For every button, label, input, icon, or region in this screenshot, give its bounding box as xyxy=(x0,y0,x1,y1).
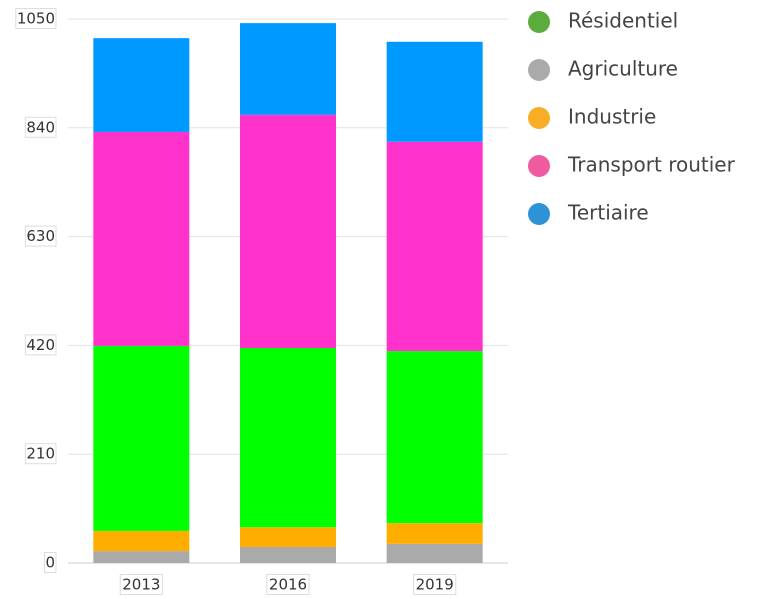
bar-segment xyxy=(240,546,336,563)
x-tick-label: 2019 xyxy=(416,576,454,594)
legend-marker xyxy=(528,59,550,81)
tick-box xyxy=(266,574,310,595)
tick-box xyxy=(43,552,57,573)
y-tick-label: 630 xyxy=(26,227,55,245)
legend-marker xyxy=(528,107,550,129)
legend-label: Agriculture xyxy=(568,57,678,81)
bar-segment xyxy=(93,38,190,132)
y-tick-label: 210 xyxy=(26,445,55,463)
bar-segment xyxy=(93,530,190,552)
legend-label: Tertiaire xyxy=(567,201,649,225)
legend-label: Industrie xyxy=(568,105,656,129)
y-tick-label: 840 xyxy=(26,118,55,136)
x-tick-label: 2013 xyxy=(122,576,160,594)
legend-marker xyxy=(528,155,550,177)
tick-box xyxy=(119,574,163,595)
y-tick-label: 1050 xyxy=(17,10,55,28)
bar-segment xyxy=(386,141,483,352)
tick-box xyxy=(24,116,57,138)
tick-box xyxy=(24,443,57,465)
legend-marker xyxy=(528,11,550,33)
bar-segment xyxy=(386,523,483,544)
legend-marker xyxy=(528,203,550,225)
bar-segment xyxy=(240,23,336,115)
bar-segment xyxy=(386,351,483,524)
tick-box xyxy=(413,574,457,595)
legend-label: Résidentiel xyxy=(568,9,678,33)
bar-segment xyxy=(240,347,336,528)
bar-segment xyxy=(240,527,336,547)
bar-segment xyxy=(386,543,483,563)
y-tick-label: 0 xyxy=(45,554,55,572)
tick-box xyxy=(24,334,57,356)
bar-segment xyxy=(93,131,190,346)
bar-segment xyxy=(93,551,190,563)
bar-segment xyxy=(93,345,190,531)
bar-segment xyxy=(386,41,483,142)
y-tick-label: 420 xyxy=(26,336,55,354)
x-tick-label: 2016 xyxy=(269,576,307,594)
tick-box xyxy=(15,8,57,29)
tick-box xyxy=(24,225,57,247)
legend-label: Transport routier xyxy=(567,153,736,177)
bar-segment xyxy=(240,114,336,348)
